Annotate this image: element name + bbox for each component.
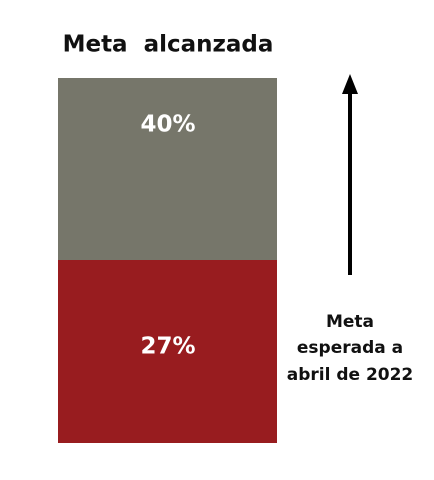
block-label: 27% bbox=[140, 334, 195, 360]
block-label: 40% bbox=[140, 112, 195, 138]
annotation-line: esperada a bbox=[297, 338, 403, 358]
arrow-head bbox=[342, 74, 358, 94]
lower-block bbox=[58, 260, 277, 443]
annotation-line: Meta bbox=[326, 312, 374, 332]
title: Meta alcanzada bbox=[63, 32, 274, 58]
annotation-line: abril de 2022 bbox=[287, 365, 414, 385]
upper-block bbox=[58, 78, 277, 260]
